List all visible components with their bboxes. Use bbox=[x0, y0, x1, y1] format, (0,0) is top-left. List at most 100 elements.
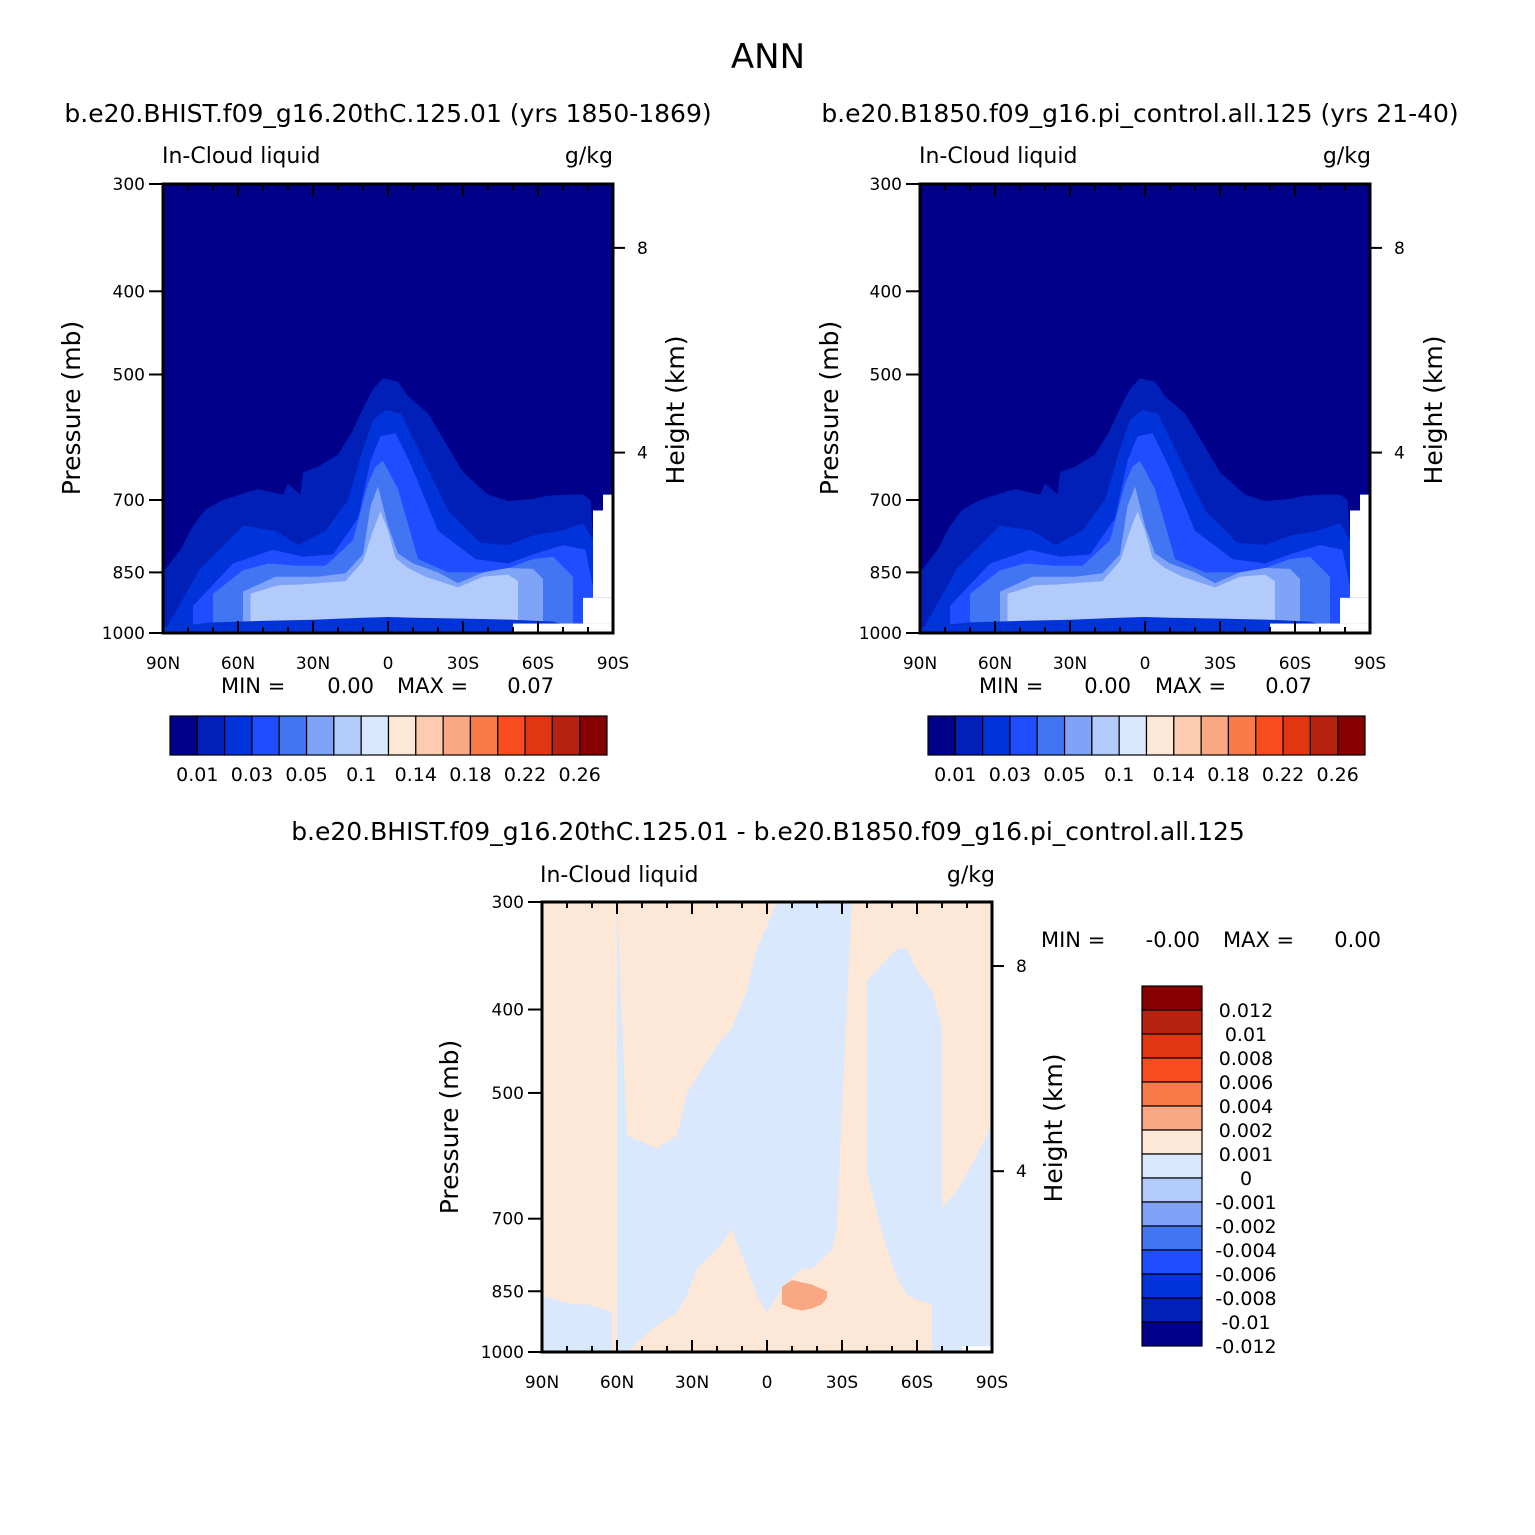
panel-1-colorbar: 0.01 0.03 0.05 0.1 0.14 0.18 0.22 0.26 bbox=[169, 715, 608, 786]
y-tick-label: 700 bbox=[492, 1210, 524, 1230]
colorbar-label: -0.01 bbox=[1221, 1312, 1270, 1334]
colorbar-label: 0.1 bbox=[346, 764, 376, 786]
colorbar-box bbox=[1141, 1297, 1203, 1323]
y-tick-label: 500 bbox=[113, 366, 145, 386]
x-tick-label: 60S bbox=[901, 1373, 933, 1393]
colorbar-box bbox=[1200, 715, 1230, 756]
y2-tick-label: 4 bbox=[637, 444, 648, 464]
x-tick-label: 60S bbox=[1279, 654, 1311, 674]
panel-2-min-label: MIN = bbox=[979, 674, 1043, 698]
x-tick-label: 60N bbox=[221, 654, 255, 674]
colorbar-box bbox=[251, 715, 280, 756]
panel-3-y2-ticks: 84 bbox=[992, 957, 1027, 1182]
colorbar-label: -0.012 bbox=[1215, 1336, 1276, 1358]
x-tick-label: 60N bbox=[600, 1373, 634, 1393]
missing-data-region bbox=[1350, 510, 1370, 598]
panel-2-max-label: MAX = bbox=[1155, 674, 1226, 698]
colorbar-label: -0.006 bbox=[1215, 1264, 1276, 1286]
panel-2-colorbar: 0.01 0.03 0.05 0.1 0.14 0.18 0.22 0.26 bbox=[927, 715, 1366, 786]
y-tick-label: 400 bbox=[870, 282, 902, 302]
panel-1-max-value: 0.07 bbox=[507, 674, 554, 698]
colorbar-label: 0.22 bbox=[504, 764, 546, 786]
figure-title: ANN bbox=[731, 37, 805, 77]
colorbar-box bbox=[551, 715, 581, 756]
x-tick-label: 90N bbox=[146, 654, 180, 674]
colorbar-label: 0.01 bbox=[934, 764, 976, 786]
colorbar-label: 0.26 bbox=[1317, 764, 1359, 786]
y-tick-label: 400 bbox=[113, 282, 145, 302]
colorbar-label: 0.004 bbox=[1219, 1096, 1273, 1118]
panel-1-variable: In-Cloud liquid bbox=[162, 144, 320, 169]
colorbar-box bbox=[1036, 715, 1066, 756]
contour-band bbox=[782, 1280, 827, 1311]
colorbar-box bbox=[1141, 1081, 1203, 1107]
x-tick-label: 0 bbox=[1140, 654, 1151, 674]
colorbar-box bbox=[469, 715, 499, 756]
contour-band bbox=[932, 1121, 992, 1352]
panel-3-colorbar: 0.0120.010.0080.0060.0040.0020.0010-0.00… bbox=[1141, 985, 1277, 1358]
missing-data-region bbox=[593, 510, 613, 598]
panel-2-min-value: 0.00 bbox=[1084, 674, 1131, 698]
y-tick-label: 850 bbox=[492, 1282, 524, 1302]
colorbar-box bbox=[196, 715, 226, 756]
colorbar-box bbox=[1141, 1201, 1203, 1227]
x-tick-label: 30N bbox=[1053, 654, 1087, 674]
panel-3-units: g/kg bbox=[947, 863, 995, 888]
panel-2-x-ticks: 90N 60N 30N 0 30S 60S 90S bbox=[903, 184, 1386, 674]
colorbar-box bbox=[1141, 1057, 1203, 1083]
missing-data-region bbox=[583, 597, 613, 624]
colorbar-box bbox=[1141, 1153, 1203, 1179]
colorbar-box bbox=[387, 715, 417, 756]
y-tick-label: 400 bbox=[492, 1001, 524, 1021]
colorbar-box bbox=[415, 715, 444, 756]
colorbar-box bbox=[579, 715, 608, 756]
colorbar-box bbox=[442, 715, 472, 756]
colorbar-box bbox=[1141, 1321, 1203, 1347]
colorbar-label: -0.008 bbox=[1215, 1288, 1276, 1310]
colorbar-label: 0.26 bbox=[559, 764, 601, 786]
contour-band bbox=[163, 617, 568, 633]
panel-3-max-label: MAX = bbox=[1223, 928, 1294, 952]
colorbar-box bbox=[927, 715, 956, 756]
colorbar-box bbox=[1091, 715, 1120, 756]
x-tick-label: 90S bbox=[1354, 654, 1386, 674]
y-tick-label: 500 bbox=[492, 1084, 524, 1104]
panel-1-max-label: MAX = bbox=[397, 674, 468, 698]
panel-1-y2-ticks: 84 bbox=[613, 239, 648, 464]
missing-data-region bbox=[962, 1346, 992, 1352]
colorbar-box bbox=[1141, 1249, 1203, 1275]
missing-data-region bbox=[1360, 494, 1370, 511]
panel-1-min-value: 0.00 bbox=[327, 674, 374, 698]
panel-3-ylabel: Pressure (mb) bbox=[435, 1040, 464, 1214]
y2-tick-label: 4 bbox=[1016, 1162, 1027, 1182]
colorbar-box bbox=[360, 715, 390, 756]
colorbar-label: 0.002 bbox=[1219, 1120, 1273, 1142]
panel-3-variable: In-Cloud liquid bbox=[540, 863, 698, 888]
panel-2-max-value: 0.07 bbox=[1265, 674, 1312, 698]
colorbar-box bbox=[1141, 985, 1203, 1011]
panel-2-y2-ticks: 84 bbox=[1370, 239, 1405, 464]
missing-data-region bbox=[603, 494, 613, 511]
x-tick-label: 30S bbox=[447, 654, 479, 674]
panel-3-x-ticks: 90N 60N 30N 0 30S 60S 90S bbox=[525, 902, 1008, 1393]
x-tick-label: 90N bbox=[903, 654, 937, 674]
panel-2-plot bbox=[918, 182, 1372, 635]
colorbar-box bbox=[278, 715, 308, 756]
y2-tick-label: 8 bbox=[637, 239, 648, 259]
colorbar-label: 0.05 bbox=[285, 764, 327, 786]
panel-2-units: g/kg bbox=[1323, 144, 1371, 169]
colorbar-box bbox=[1141, 1009, 1203, 1035]
y-tick-label: 1000 bbox=[481, 1343, 524, 1363]
colorbar-label: 0.01 bbox=[176, 764, 218, 786]
panel-3-plot bbox=[540, 900, 994, 1354]
colorbar-label: 0 bbox=[1240, 1168, 1252, 1190]
colorbar-box bbox=[1173, 715, 1202, 756]
colorbar-box bbox=[1118, 715, 1148, 756]
colorbar-box bbox=[1141, 1225, 1203, 1251]
y-tick-label: 300 bbox=[870, 175, 902, 195]
colorbar-label: 0.1 bbox=[1104, 764, 1134, 786]
colorbar-label: 0.22 bbox=[1262, 764, 1304, 786]
colorbar-box bbox=[1141, 1105, 1203, 1131]
y-tick-label: 850 bbox=[870, 563, 902, 583]
y-tick-label: 700 bbox=[113, 491, 145, 511]
